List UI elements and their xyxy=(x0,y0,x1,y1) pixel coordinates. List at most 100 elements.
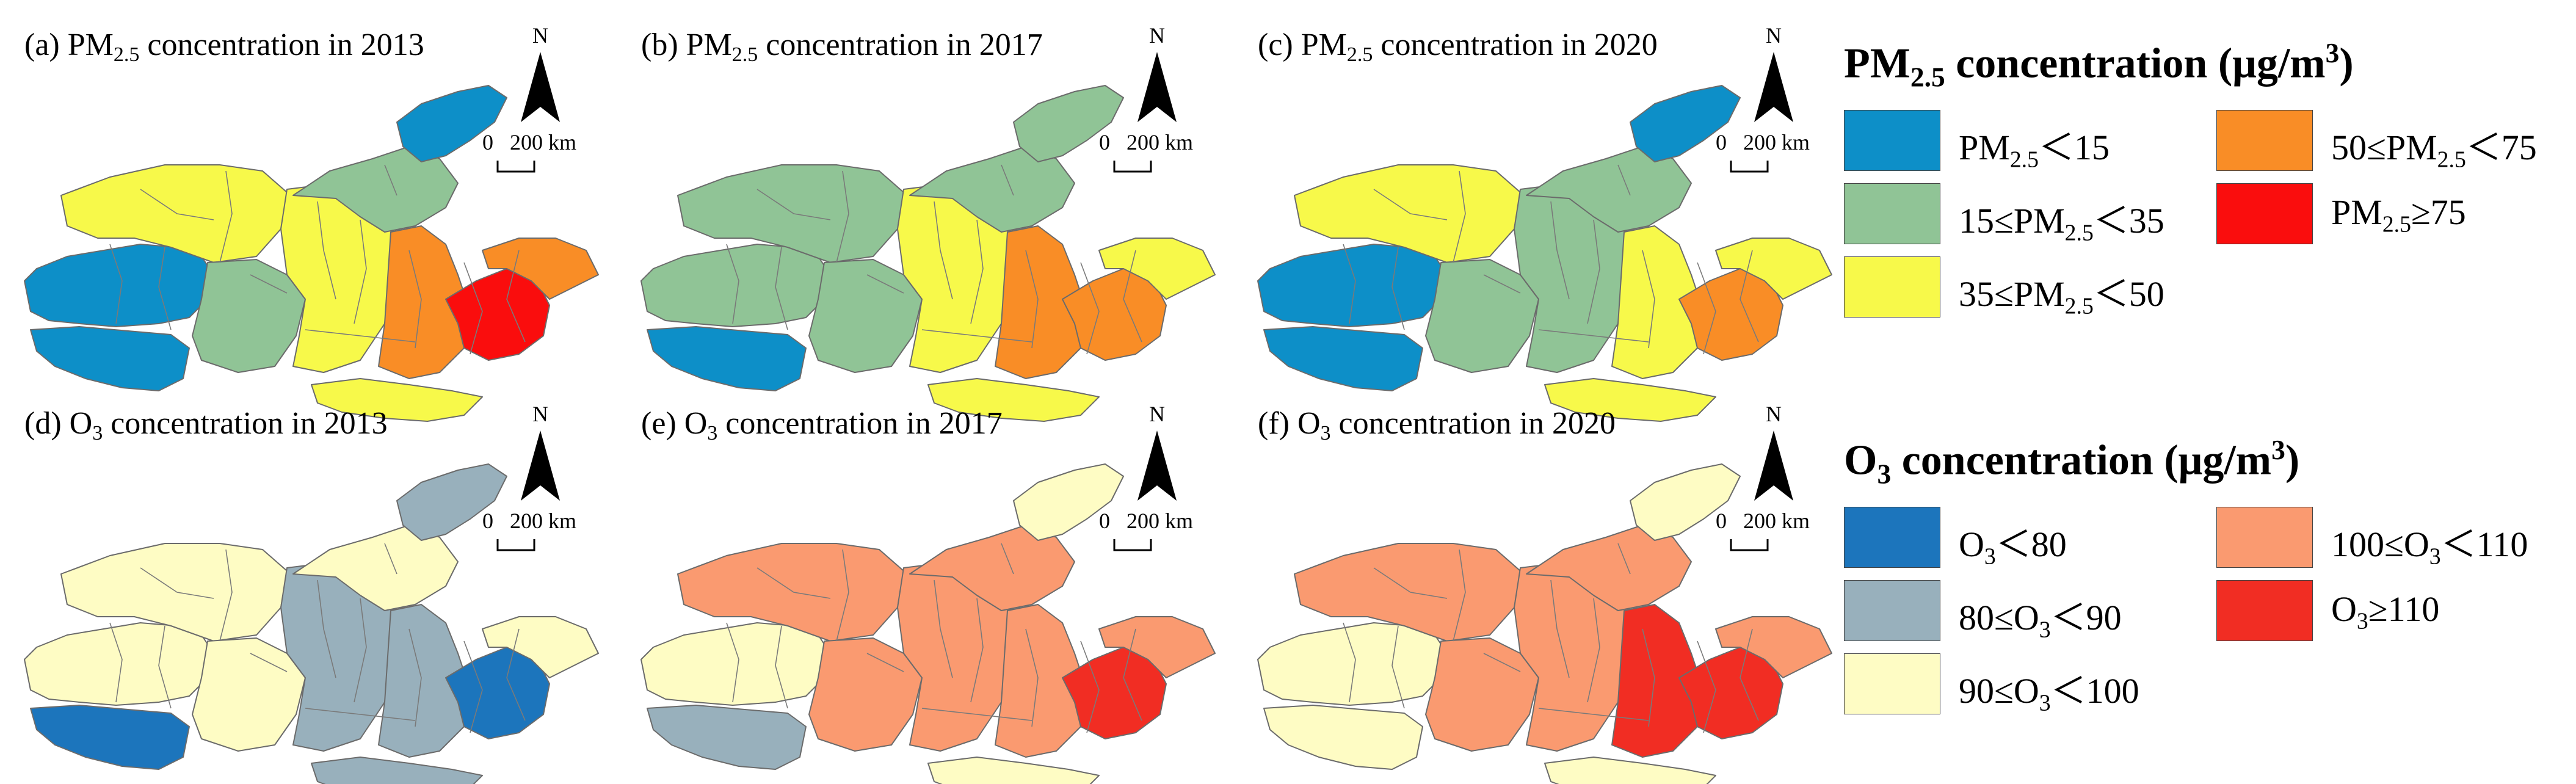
region-mongolia xyxy=(1526,146,1692,233)
county-boundary xyxy=(866,653,904,672)
legend-label: 80≤O3＜90 xyxy=(1959,598,2122,643)
county-boundary xyxy=(463,641,483,733)
north-arrow-icon: N xyxy=(521,402,560,501)
legend-label: 35≤PM2.5＜50 xyxy=(1959,274,2164,319)
region-coast xyxy=(1715,238,1832,300)
county-boundary xyxy=(1025,628,1039,727)
map-panel-f: (f) O3 concentration in 2020 N 0 200 km xyxy=(1257,402,1832,784)
county-boundary xyxy=(1123,250,1142,343)
county-boundary xyxy=(1697,262,1716,355)
region-southwest xyxy=(647,326,807,391)
county-boundary xyxy=(250,274,288,294)
region-south-strip xyxy=(1544,757,1716,784)
county-boundary xyxy=(1080,262,1100,355)
county-boundary xyxy=(1740,250,1759,343)
region-southwest xyxy=(1263,705,1423,770)
county-boundary xyxy=(1373,567,1448,599)
map-panel-b: (b) PM2.5 concentration in 2017 N 0 200 km xyxy=(640,23,1216,422)
county-boundary xyxy=(140,189,214,220)
county-boundary xyxy=(921,329,1032,343)
region-mongolia xyxy=(1526,524,1692,611)
legend-swatch xyxy=(1844,580,1940,641)
scale-bar: 0 200 km xyxy=(482,130,576,173)
scale-bar: 0 200 km xyxy=(1716,130,1810,173)
panel-title-c: (c) PM2.5 concentration in 2020 xyxy=(1258,27,1658,66)
svg-text:N: N xyxy=(1766,23,1782,48)
county-boundary xyxy=(305,708,416,721)
county-boundary xyxy=(756,567,831,599)
legend-label: O3≥110 xyxy=(2331,589,2440,634)
county-boundary xyxy=(1550,579,1570,678)
legend-swatch xyxy=(1844,183,1940,244)
region-far-west xyxy=(24,244,214,327)
county-boundary xyxy=(726,244,739,324)
county-boundary xyxy=(1587,598,1600,703)
county-boundary xyxy=(384,164,397,196)
county-boundary xyxy=(1123,628,1142,721)
region-mongolia xyxy=(292,524,459,611)
panel-title-a: (a) PM2.5 concentration in 2013 xyxy=(24,27,424,66)
region-south-strip xyxy=(927,757,1100,784)
county-boundary xyxy=(1001,164,1014,196)
county-boundary xyxy=(1343,622,1356,703)
region-north-plateau xyxy=(1294,543,1521,642)
county-boundary xyxy=(836,170,849,263)
north-arrow-icon: N xyxy=(1754,402,1793,501)
county-boundary xyxy=(109,244,123,324)
region-ne-tip xyxy=(396,463,507,541)
legend-label: 100≤O3＜110 xyxy=(2331,524,2528,570)
svg-text:N: N xyxy=(1766,402,1782,426)
panel-title-e: (e) O3 concentration in 2017 xyxy=(641,406,1003,445)
region-coast xyxy=(482,616,599,678)
county-boundary xyxy=(934,201,953,300)
svg-text:200 km: 200 km xyxy=(510,130,576,154)
county-boundary xyxy=(158,247,172,330)
region-far-west xyxy=(24,622,214,706)
county-boundary xyxy=(1538,329,1649,343)
county-boundary xyxy=(1587,219,1600,324)
region-coast xyxy=(482,238,599,300)
region-ne-tip xyxy=(1630,85,1741,162)
pm-legend-title: PM2.5 concentration (μg/m3) xyxy=(1844,37,2354,93)
region-coast xyxy=(1715,616,1832,678)
region-coast xyxy=(1098,238,1216,300)
region-coast xyxy=(1098,616,1216,678)
map-panel-e: (e) O3 concentration in 2017 N 0 200 km xyxy=(640,402,1216,784)
legend-swatch xyxy=(2216,507,2313,568)
county-boundary xyxy=(354,219,367,324)
region-south-strip xyxy=(927,378,1100,422)
o3-legend: O3 concentration (μg/m3) O3＜80 80≤O3＜90 90≤… xyxy=(1844,434,2571,716)
county-boundary xyxy=(866,274,904,294)
svg-text:0: 0 xyxy=(1716,509,1727,533)
county-boundary xyxy=(408,628,422,727)
county-boundary xyxy=(317,201,336,300)
legend-swatch xyxy=(1844,256,1940,318)
legend-label: 15≤PM2.5＜35 xyxy=(1959,201,2164,246)
county-boundary xyxy=(1617,543,1631,575)
legend-label: 90≤O3＜100 xyxy=(1959,671,2139,716)
region-mongolia xyxy=(909,524,1075,611)
o3-legend-title: O3 concentration (μg/m3) xyxy=(1844,434,2300,490)
legend-label: PM2.5≥75 xyxy=(2331,192,2466,238)
scale-bar: 0 200 km xyxy=(1716,509,1810,551)
scale-bar: 0 200 km xyxy=(1099,130,1193,173)
county-boundary xyxy=(1001,543,1014,575)
region-south-strip xyxy=(311,378,483,422)
county-boundary xyxy=(109,622,123,703)
region-ne-tip xyxy=(396,85,507,162)
county-boundary xyxy=(1538,708,1649,721)
county-boundary xyxy=(219,170,233,263)
county-boundary xyxy=(1740,628,1759,721)
county-boundary xyxy=(1550,201,1570,300)
region-ne-tip xyxy=(1013,463,1124,541)
county-boundary xyxy=(305,329,416,343)
county-boundary xyxy=(506,628,526,721)
region-north-plateau xyxy=(60,543,288,642)
region-north-plateau xyxy=(677,543,904,642)
svg-text:0: 0 xyxy=(482,130,493,154)
region-ne-tip xyxy=(1630,463,1741,541)
pm25-legend: PM2.5 concentration (μg/m3) PM2.5＜15 15≤PM… xyxy=(1844,37,2571,319)
legend-swatch xyxy=(1844,507,1940,568)
county-boundary xyxy=(1453,170,1466,263)
region-far-west xyxy=(1257,244,1448,327)
